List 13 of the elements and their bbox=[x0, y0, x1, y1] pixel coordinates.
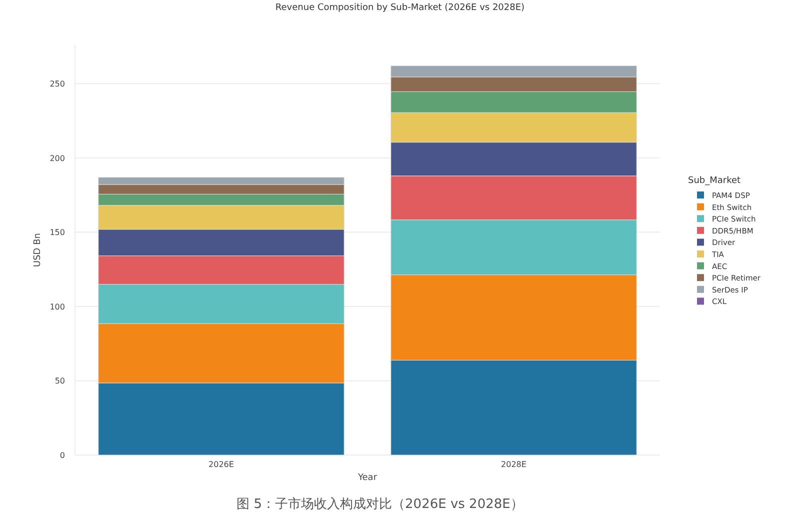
y-tick-label: 200 bbox=[50, 154, 65, 163]
chart-title: Revenue Composition by Sub-Market (2026E vs 2028E) bbox=[275, 3, 525, 13]
x-tick-label: 2026E bbox=[208, 460, 234, 469]
x-tick-label: 2028E bbox=[501, 460, 526, 469]
y-tick-label: 250 bbox=[50, 80, 65, 89]
caption: 图 5：子市场收入构成对比（2026E vs 2028E） bbox=[236, 497, 524, 512]
y-tick-label: 0 bbox=[60, 451, 65, 460]
y-tick-label: 100 bbox=[50, 302, 65, 312]
y-tick-label: 150 bbox=[50, 228, 65, 238]
y-axis-title: USD Bn bbox=[33, 233, 43, 267]
x-axis-title: Year bbox=[356, 473, 378, 483]
y-tick-label: 50 bbox=[54, 376, 65, 386]
legend-title: Sub_Market bbox=[688, 176, 742, 186]
